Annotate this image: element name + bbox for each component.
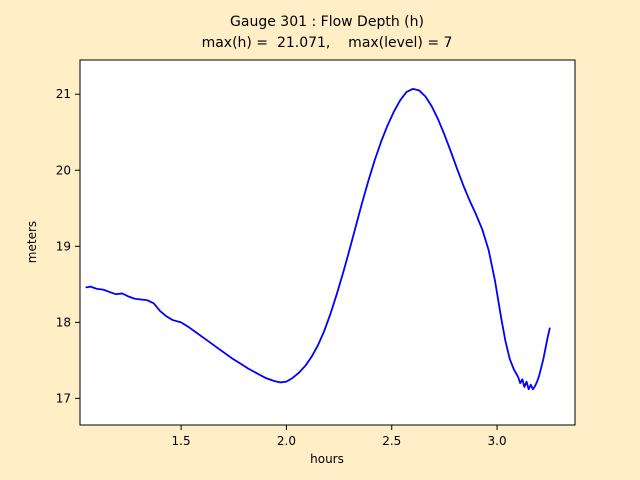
axis-ticks: 1.5 2.0 2.5 3.0 17 18 19 20 21	[56, 87, 507, 448]
y-axis-label: meters	[25, 221, 39, 263]
x-tick-label: 2.0	[277, 434, 296, 448]
flow-depth-line	[85, 88, 551, 391]
y-tick-label: 20	[56, 163, 71, 177]
x-axis-label: hours	[310, 452, 344, 466]
y-tick-label: 17	[56, 391, 71, 405]
x-tick-label: 1.5	[172, 434, 191, 448]
y-tick-label: 21	[56, 87, 71, 101]
chart-title: Gauge 301 : Flow Depth (h)	[230, 14, 424, 30]
x-tick-label: 3.0	[488, 434, 507, 448]
y-tick-label: 18	[56, 315, 71, 329]
plot-border	[79, 59, 576, 426]
x-tick-label: 2.5	[382, 434, 401, 448]
y-tick-label: 19	[56, 239, 71, 253]
chart-subtitle: max(h) = 21.071, max(level) = 7	[202, 35, 453, 51]
data-series	[85, 88, 551, 391]
plot-area	[80, 60, 575, 425]
